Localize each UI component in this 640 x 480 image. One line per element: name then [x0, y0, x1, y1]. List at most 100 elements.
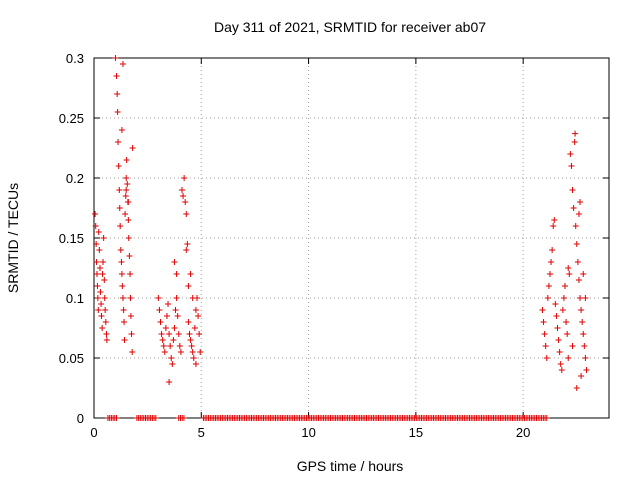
data-point	[577, 295, 584, 301]
data-point	[126, 253, 133, 259]
data-point	[578, 307, 585, 313]
data-point	[115, 139, 122, 145]
data-point	[554, 325, 561, 331]
data-point	[99, 271, 106, 277]
data-point	[548, 259, 555, 265]
data-point	[122, 193, 129, 199]
data-point	[116, 187, 123, 193]
data-point	[182, 199, 189, 205]
data-point	[190, 355, 197, 361]
data-point	[551, 217, 558, 223]
data-point	[170, 337, 177, 343]
data-point	[112, 55, 119, 61]
y-tick-label: 0.15	[59, 231, 84, 246]
data-point	[543, 355, 550, 361]
data-point	[571, 139, 578, 145]
data-point	[553, 313, 560, 319]
data-point	[94, 283, 101, 289]
data-point	[116, 205, 123, 211]
data-point	[572, 130, 579, 137]
data-point	[549, 247, 556, 253]
data-point	[552, 301, 559, 307]
x-tick-label: 0	[90, 425, 97, 440]
data-point	[579, 319, 586, 325]
data-point	[565, 355, 572, 361]
data-point	[195, 313, 202, 319]
data-point	[95, 229, 102, 235]
data-point	[575, 211, 582, 217]
data-point	[565, 265, 572, 271]
data-point	[121, 319, 128, 325]
x-axis-label: GPS time / hours	[297, 458, 404, 474]
data-point	[97, 265, 104, 271]
data-point	[539, 307, 546, 313]
data-point	[183, 247, 190, 253]
data-point	[122, 211, 129, 217]
data-point	[103, 337, 110, 343]
data-point	[118, 271, 125, 277]
data-point	[540, 319, 547, 325]
data-point	[161, 349, 168, 355]
x-tick-label: 10	[301, 425, 315, 440]
data-point	[93, 259, 100, 265]
data-point	[98, 301, 105, 307]
data-point	[564, 331, 571, 337]
y-tick-label: 0	[77, 411, 84, 426]
data-point	[176, 343, 183, 349]
data-point	[188, 343, 195, 349]
data-point	[545, 283, 552, 289]
data-point	[159, 337, 166, 343]
y-tick-label: 0.05	[59, 351, 84, 366]
y-tick-label: 0.1	[66, 291, 84, 306]
data-point	[574, 259, 581, 265]
data-point	[127, 295, 134, 301]
data-point	[546, 271, 553, 277]
tick-labels: 0 5 10 15 20 0 0.05 0.1 0.15 0.2 0.25 0.3	[59, 51, 531, 440]
data-point	[177, 349, 184, 355]
data-point	[123, 175, 130, 181]
data-point	[559, 307, 566, 313]
data-point	[569, 187, 576, 193]
data-point	[187, 271, 194, 277]
data-point	[114, 109, 121, 115]
data-point	[165, 301, 172, 307]
data-point	[174, 313, 181, 319]
data-point	[117, 247, 124, 253]
data-points	[92, 55, 590, 421]
data-point	[191, 325, 198, 331]
data-point	[94, 295, 101, 301]
data-point	[101, 295, 108, 301]
data-point	[580, 331, 587, 337]
grid-lines	[94, 58, 609, 418]
data-point	[544, 295, 551, 301]
zero-data-point	[152, 415, 159, 421]
data-point	[119, 295, 126, 301]
data-point	[573, 385, 580, 391]
data-point	[180, 193, 187, 199]
data-point	[192, 307, 199, 313]
data-point	[171, 259, 178, 265]
zero-data-point	[113, 415, 120, 421]
data-point	[114, 91, 121, 97]
data-point	[184, 241, 191, 247]
data-point	[580, 271, 587, 277]
data-point	[115, 163, 122, 169]
data-point	[567, 151, 574, 157]
data-point	[166, 331, 173, 337]
data-point	[125, 217, 132, 223]
data-point	[117, 223, 124, 229]
data-point	[575, 277, 582, 283]
data-point	[175, 331, 182, 337]
data-point	[173, 271, 180, 277]
data-point	[92, 211, 99, 217]
data-point	[158, 331, 165, 337]
data-point	[171, 325, 178, 331]
data-point	[583, 367, 590, 373]
data-point	[121, 337, 128, 343]
chart-title: Day 311 of 2021, SRMTID for receiver ab0…	[214, 19, 486, 35]
data-point	[113, 73, 120, 79]
data-point	[100, 259, 107, 265]
data-point	[163, 313, 170, 319]
data-point	[128, 331, 135, 337]
